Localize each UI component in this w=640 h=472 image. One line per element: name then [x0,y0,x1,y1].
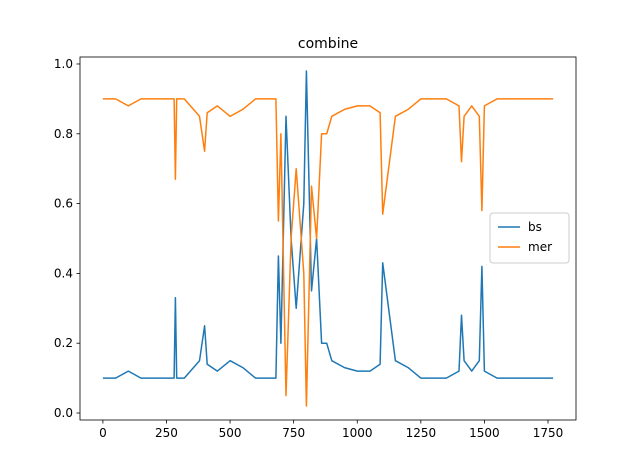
chart-title: combine [298,36,358,52]
axes: 0 250 500 750 1000 1250 1500 1750 0.0 0.2 0.4 0.6 0.… [54,56,577,440]
legend-label-mer: mer [528,240,552,254]
series-line-bs [102,70,554,379]
x-tick-label: 750 [282,426,305,440]
x-tick-label: 0 [99,426,107,440]
axes-frame [79,56,577,421]
legend: bs mer [489,212,570,264]
y-tick-label: 0.4 [54,266,73,280]
y-tick-label: 0.0 [54,406,73,420]
series-line-mer [102,98,554,407]
y-tick-label: 0.8 [54,127,73,141]
legend-box [489,212,570,264]
x-tick-label: 1250 [406,426,437,440]
x-tick-label: 250 [155,426,178,440]
y-tick-label: 1.0 [54,57,73,71]
x-tick-label: 500 [219,426,242,440]
legend-label-bs: bs [528,220,542,234]
x-tick-label: 1750 [533,426,564,440]
y-tick-label: 0.6 [54,197,73,211]
series-lines [102,70,554,407]
y-tick-label: 0.2 [54,336,73,350]
x-tick-label: 1500 [469,426,500,440]
plot-area [102,70,554,407]
x-tick-label: 1000 [342,426,373,440]
